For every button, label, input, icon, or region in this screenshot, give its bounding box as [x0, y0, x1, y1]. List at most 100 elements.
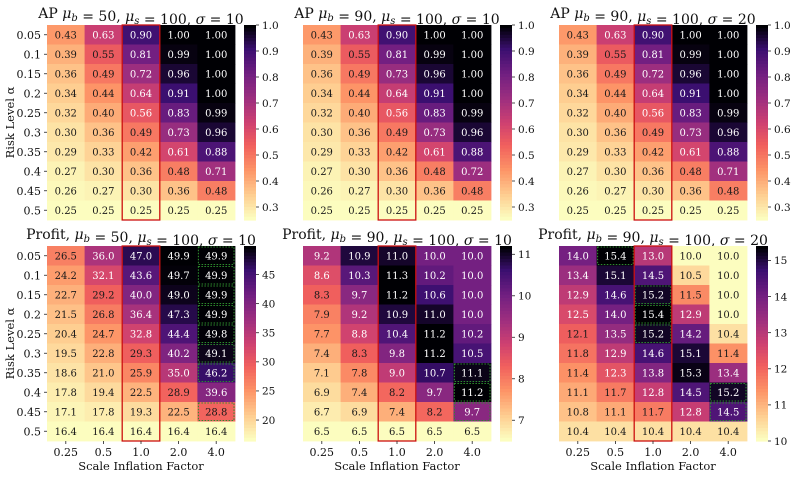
- colorbar-segment: [244, 265, 256, 270]
- colorbar-segment: [500, 158, 512, 163]
- heatmap-cell: [709, 265, 748, 286]
- colorbar-segment: [756, 369, 768, 374]
- colorbar-segment: [500, 369, 512, 374]
- heatmap-cell: [303, 161, 341, 182]
- colorbar-segment: [244, 340, 256, 345]
- colorbar-segment: [500, 73, 512, 78]
- cell-value-label: 0.48: [167, 167, 189, 178]
- colorbar-segment: [500, 324, 512, 328]
- colorbar-segment: [244, 298, 256, 302]
- colorbar-segment: [756, 255, 768, 260]
- colorbar-segment: [500, 294, 512, 299]
- heatmap-cell: [122, 382, 161, 403]
- heatmap-cell: [415, 402, 454, 422]
- colorbar-segment: [244, 272, 256, 276]
- colorbar-segment: [244, 28, 256, 33]
- heatmap-cell: [122, 161, 161, 182]
- colorbar-segment: [244, 359, 256, 364]
- colorbar-segment: [244, 34, 256, 39]
- colorbar-segment: [756, 168, 768, 172]
- heatmap-cell: [197, 122, 236, 143]
- colorbar-segment: [756, 408, 768, 413]
- cell-value-label: 0.25: [642, 206, 664, 217]
- heatmap-cell: [159, 265, 198, 286]
- colorbar-segment: [756, 31, 768, 36]
- heatmap-cell: [340, 142, 379, 162]
- cell-value-label: 0.34: [55, 89, 77, 100]
- heatmap-cell: [197, 103, 236, 123]
- heatmap-cell: [122, 324, 161, 344]
- cell-value-label: 0.91: [167, 89, 189, 100]
- cell-value-label: 7.4: [389, 407, 405, 418]
- x-tick-label: 4.0: [207, 446, 225, 459]
- colorbar-segment: [500, 168, 512, 172]
- cell-value-label: 10.5: [679, 271, 701, 282]
- colorbar-segment: [756, 415, 768, 419]
- colorbar-segment: [500, 181, 512, 185]
- heatmap-cell: [197, 44, 236, 65]
- cell-value-label: 0.36: [55, 69, 77, 80]
- cell-value-label: 11.5: [679, 290, 701, 301]
- heatmap-cell: [197, 64, 236, 84]
- colorbar-segment: [244, 200, 256, 205]
- cell-value-label: 10.0: [423, 251, 445, 262]
- colorbar-segment: [500, 268, 512, 273]
- heatmap-cell: [671, 343, 710, 364]
- heatmap-cell: [709, 200, 748, 221]
- cell-value-label: 0.99: [679, 50, 701, 61]
- colorbar-segment: [500, 132, 512, 137]
- cell-value-label: 0.99: [461, 108, 483, 119]
- cell-value-label: 0.91: [679, 89, 701, 100]
- cell-value-label: 13.5: [604, 329, 626, 340]
- y-tick-label: 0.15: [17, 289, 42, 302]
- cell-value-label: 8.2: [427, 407, 443, 418]
- cell-value-label: 6.5: [351, 427, 367, 438]
- cell-value-label: 8.3: [351, 349, 367, 360]
- colorbar-segment: [244, 31, 256, 36]
- colorbar-tick-label: 15: [774, 255, 787, 267]
- colorbar-segment: [756, 418, 768, 423]
- cell-value-label: 49.9: [205, 310, 227, 321]
- colorbar-segment: [500, 112, 512, 117]
- colorbar-segment: [500, 262, 512, 267]
- colorbar-tick-label: 0.3: [774, 202, 791, 214]
- cell-value-label: 0.99: [717, 108, 739, 119]
- colorbar-segment: [756, 177, 768, 182]
- cell-value-label: 49.9: [167, 251, 189, 262]
- heatmap-cell: [197, 161, 236, 182]
- colorbar-segment: [500, 77, 512, 81]
- colorbar-segment: [244, 60, 256, 65]
- heatmap-cell: [453, 324, 492, 344]
- cell-value-label: 0.49: [92, 69, 114, 80]
- heatmap-cell: [340, 161, 379, 182]
- dotted-cell-outline: [197, 285, 235, 305]
- cell-value-label: 11.1: [461, 368, 483, 379]
- cell-value-label: 0.27: [55, 167, 77, 178]
- heatmap-cell: [378, 142, 417, 162]
- cell-value-label: 0.44: [348, 89, 370, 100]
- cell-value-label: 0.72: [461, 167, 483, 178]
- cell-value-label: 10.9: [348, 251, 370, 262]
- colorbar-segment: [756, 51, 768, 55]
- dotted-cell-outline: [634, 324, 672, 344]
- colorbar-segment: [244, 64, 256, 68]
- heatmap-cell: [709, 402, 748, 422]
- colorbar-segment: [500, 25, 512, 29]
- cell-value-label: 6.5: [427, 427, 443, 438]
- colorbar-segment: [244, 142, 256, 146]
- colorbar-segment: [756, 262, 768, 267]
- cell-value-label: 12.9: [604, 349, 626, 360]
- colorbar-segment: [500, 307, 512, 312]
- colorbar-segment: [500, 363, 512, 367]
- colorbar-segment: [500, 109, 512, 114]
- colorbar-segment: [244, 268, 256, 273]
- heatmap-cell: [84, 363, 123, 383]
- colorbar-segment: [756, 288, 768, 293]
- cell-value-label: 1.00: [461, 50, 483, 61]
- cell-value-label: 9.7: [464, 407, 480, 418]
- colorbar-segment: [756, 249, 768, 254]
- cell-value-label: 10.5: [461, 349, 483, 360]
- colorbar-segment: [756, 216, 768, 221]
- colorbar-segment: [756, 272, 768, 276]
- colorbar-tick-label: 25: [262, 386, 275, 398]
